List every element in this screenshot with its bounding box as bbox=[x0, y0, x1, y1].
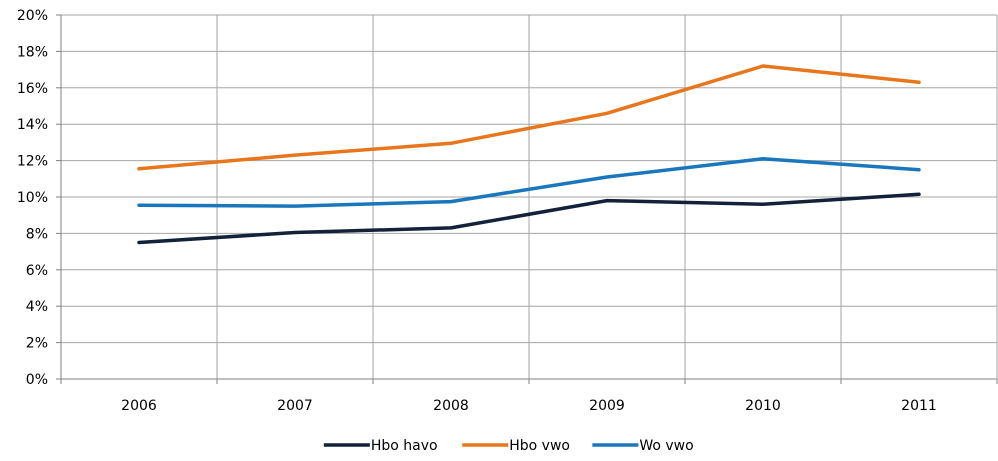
legend-label-hbo-vwo: Hbo vwo bbox=[509, 438, 570, 454]
y-tick-label: 8% bbox=[26, 226, 48, 242]
y-axis-tick-labels: 0% 2% 4% 6% 8% 10% 12% 14% 16% 18% 20% bbox=[17, 8, 48, 388]
x-tick-label: 2009 bbox=[589, 398, 625, 414]
y-tick-label: 0% bbox=[26, 372, 48, 388]
series-line-wo-vwo bbox=[137, 157, 921, 208]
legend-label-hbo-havo: Hbo havo bbox=[371, 438, 438, 454]
x-tick-label: 2011 bbox=[901, 398, 937, 414]
y-tick-label: 20% bbox=[17, 8, 48, 24]
x-axis-tick-labels: 2006 2007 2008 2009 2010 2011 bbox=[121, 398, 937, 414]
series-lines bbox=[137, 64, 921, 245]
legend-label-wo-vwo: Wo vwo bbox=[639, 438, 693, 454]
x-tick-label: 2006 bbox=[121, 398, 157, 414]
series-line-hbo-havo bbox=[137, 192, 921, 245]
y-tick-label: 12% bbox=[17, 154, 48, 170]
axes bbox=[56, 14, 998, 384]
legend: Hbo havo Hbo vwo Wo vwo bbox=[323, 438, 694, 454]
series-line-hbo-vwo bbox=[137, 64, 921, 171]
x-tick-label: 2007 bbox=[277, 398, 313, 414]
y-tick-label: 2% bbox=[26, 336, 48, 352]
y-tick-label: 16% bbox=[17, 81, 48, 97]
x-tick-label: 2008 bbox=[433, 398, 469, 414]
y-tick-label: 14% bbox=[17, 117, 48, 133]
x-tick-label: 2010 bbox=[745, 398, 781, 414]
y-tick-label: 10% bbox=[17, 190, 48, 206]
y-tick-label: 18% bbox=[17, 44, 48, 60]
y-tick-label: 4% bbox=[26, 299, 48, 315]
y-tick-label: 6% bbox=[26, 263, 48, 279]
